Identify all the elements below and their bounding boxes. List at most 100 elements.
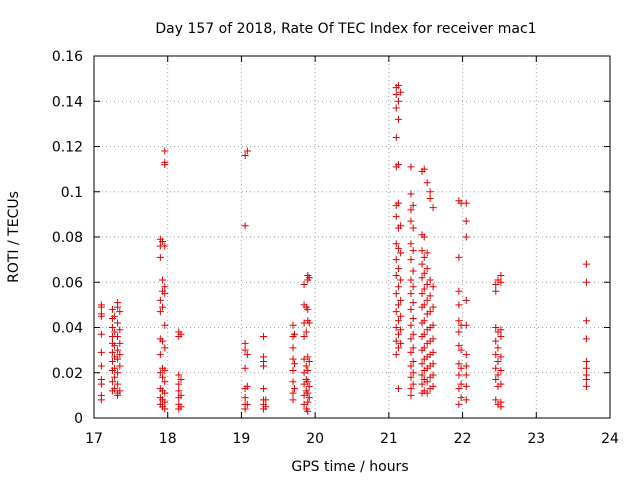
y-tick-label: 0.08 — [52, 230, 83, 246]
data-point — [108, 378, 116, 386]
data-point — [397, 276, 405, 284]
data-point — [97, 303, 105, 311]
data-point — [114, 333, 122, 341]
data-point — [582, 376, 590, 384]
data-point — [429, 303, 437, 311]
data-point — [108, 324, 116, 331]
data-point — [420, 330, 428, 338]
data-point — [426, 292, 434, 300]
y-tick-label: 0.02 — [52, 366, 83, 382]
data-point — [262, 396, 270, 404]
data-point — [161, 398, 169, 406]
data-point — [455, 301, 463, 309]
data-point — [497, 380, 505, 388]
data-point — [455, 287, 463, 295]
data-point — [455, 253, 463, 261]
data-point — [497, 366, 505, 374]
data-point — [423, 179, 431, 187]
data-point — [582, 382, 590, 390]
data-point — [305, 357, 313, 365]
data-point — [394, 317, 402, 325]
data-point — [492, 396, 500, 404]
data-point — [455, 360, 463, 368]
data-point — [407, 373, 415, 381]
data-point — [392, 290, 400, 298]
data-point — [492, 337, 500, 345]
data-point — [455, 342, 463, 350]
data-point — [241, 222, 249, 230]
data-point — [409, 380, 417, 388]
data-point — [260, 362, 268, 370]
data-point — [407, 335, 415, 343]
data-point — [423, 249, 431, 257]
data-point — [409, 283, 417, 291]
data-point — [111, 328, 119, 336]
data-point — [423, 296, 431, 304]
x-tick-label: 17 — [85, 431, 103, 447]
data-point — [300, 380, 308, 388]
data-point — [407, 206, 415, 214]
data-point — [262, 403, 270, 411]
data-point — [420, 269, 428, 277]
data-point — [492, 351, 500, 359]
data-point — [305, 394, 313, 402]
data-point — [111, 364, 119, 372]
data-point — [392, 256, 400, 264]
data-point — [492, 364, 500, 372]
data-point — [457, 346, 465, 354]
data-point — [108, 305, 116, 313]
data-point — [409, 267, 417, 275]
data-point — [161, 405, 169, 413]
data-point — [241, 364, 249, 372]
data-point — [407, 290, 415, 298]
data-point — [409, 247, 417, 255]
data-point — [392, 90, 400, 98]
data-point — [492, 287, 500, 295]
data-point — [492, 376, 500, 384]
data-point — [260, 385, 268, 393]
data-point — [156, 369, 164, 377]
data-point — [457, 394, 465, 402]
data-point — [114, 303, 122, 311]
data-point — [409, 224, 417, 232]
data-point — [161, 161, 169, 169]
data-point — [304, 305, 312, 313]
data-point — [429, 204, 437, 212]
data-point — [457, 364, 465, 372]
data-point — [177, 330, 185, 338]
data-point — [156, 253, 164, 261]
data-point — [407, 256, 415, 264]
data-point — [175, 371, 183, 379]
data-point — [392, 337, 400, 345]
data-point — [304, 407, 312, 415]
plot-frame — [93, 55, 611, 419]
data-point — [241, 152, 249, 160]
data-point — [291, 385, 299, 393]
data-point — [420, 344, 428, 352]
y-tick-label: 0.06 — [52, 275, 83, 291]
data-point — [289, 378, 297, 386]
data-point — [494, 344, 502, 352]
data-point — [392, 213, 400, 221]
y-tick-label: 0.16 — [52, 49, 83, 65]
data-point — [392, 133, 400, 141]
data-point — [420, 233, 428, 241]
data-point — [177, 391, 185, 399]
data-point — [161, 283, 169, 291]
data-points — [97, 81, 590, 415]
data-point — [426, 308, 434, 316]
data-point — [159, 303, 167, 311]
data-point — [392, 351, 400, 359]
data-point — [159, 276, 167, 284]
data-point — [241, 394, 249, 402]
x-tick-label: 21 — [380, 431, 398, 447]
data-point — [111, 342, 119, 350]
data-point — [241, 346, 249, 354]
data-point — [116, 339, 124, 347]
data-point — [397, 326, 405, 334]
data-point — [304, 389, 312, 397]
data-point — [455, 317, 463, 325]
data-point — [462, 396, 470, 404]
data-point — [392, 308, 400, 316]
data-point — [289, 366, 297, 374]
